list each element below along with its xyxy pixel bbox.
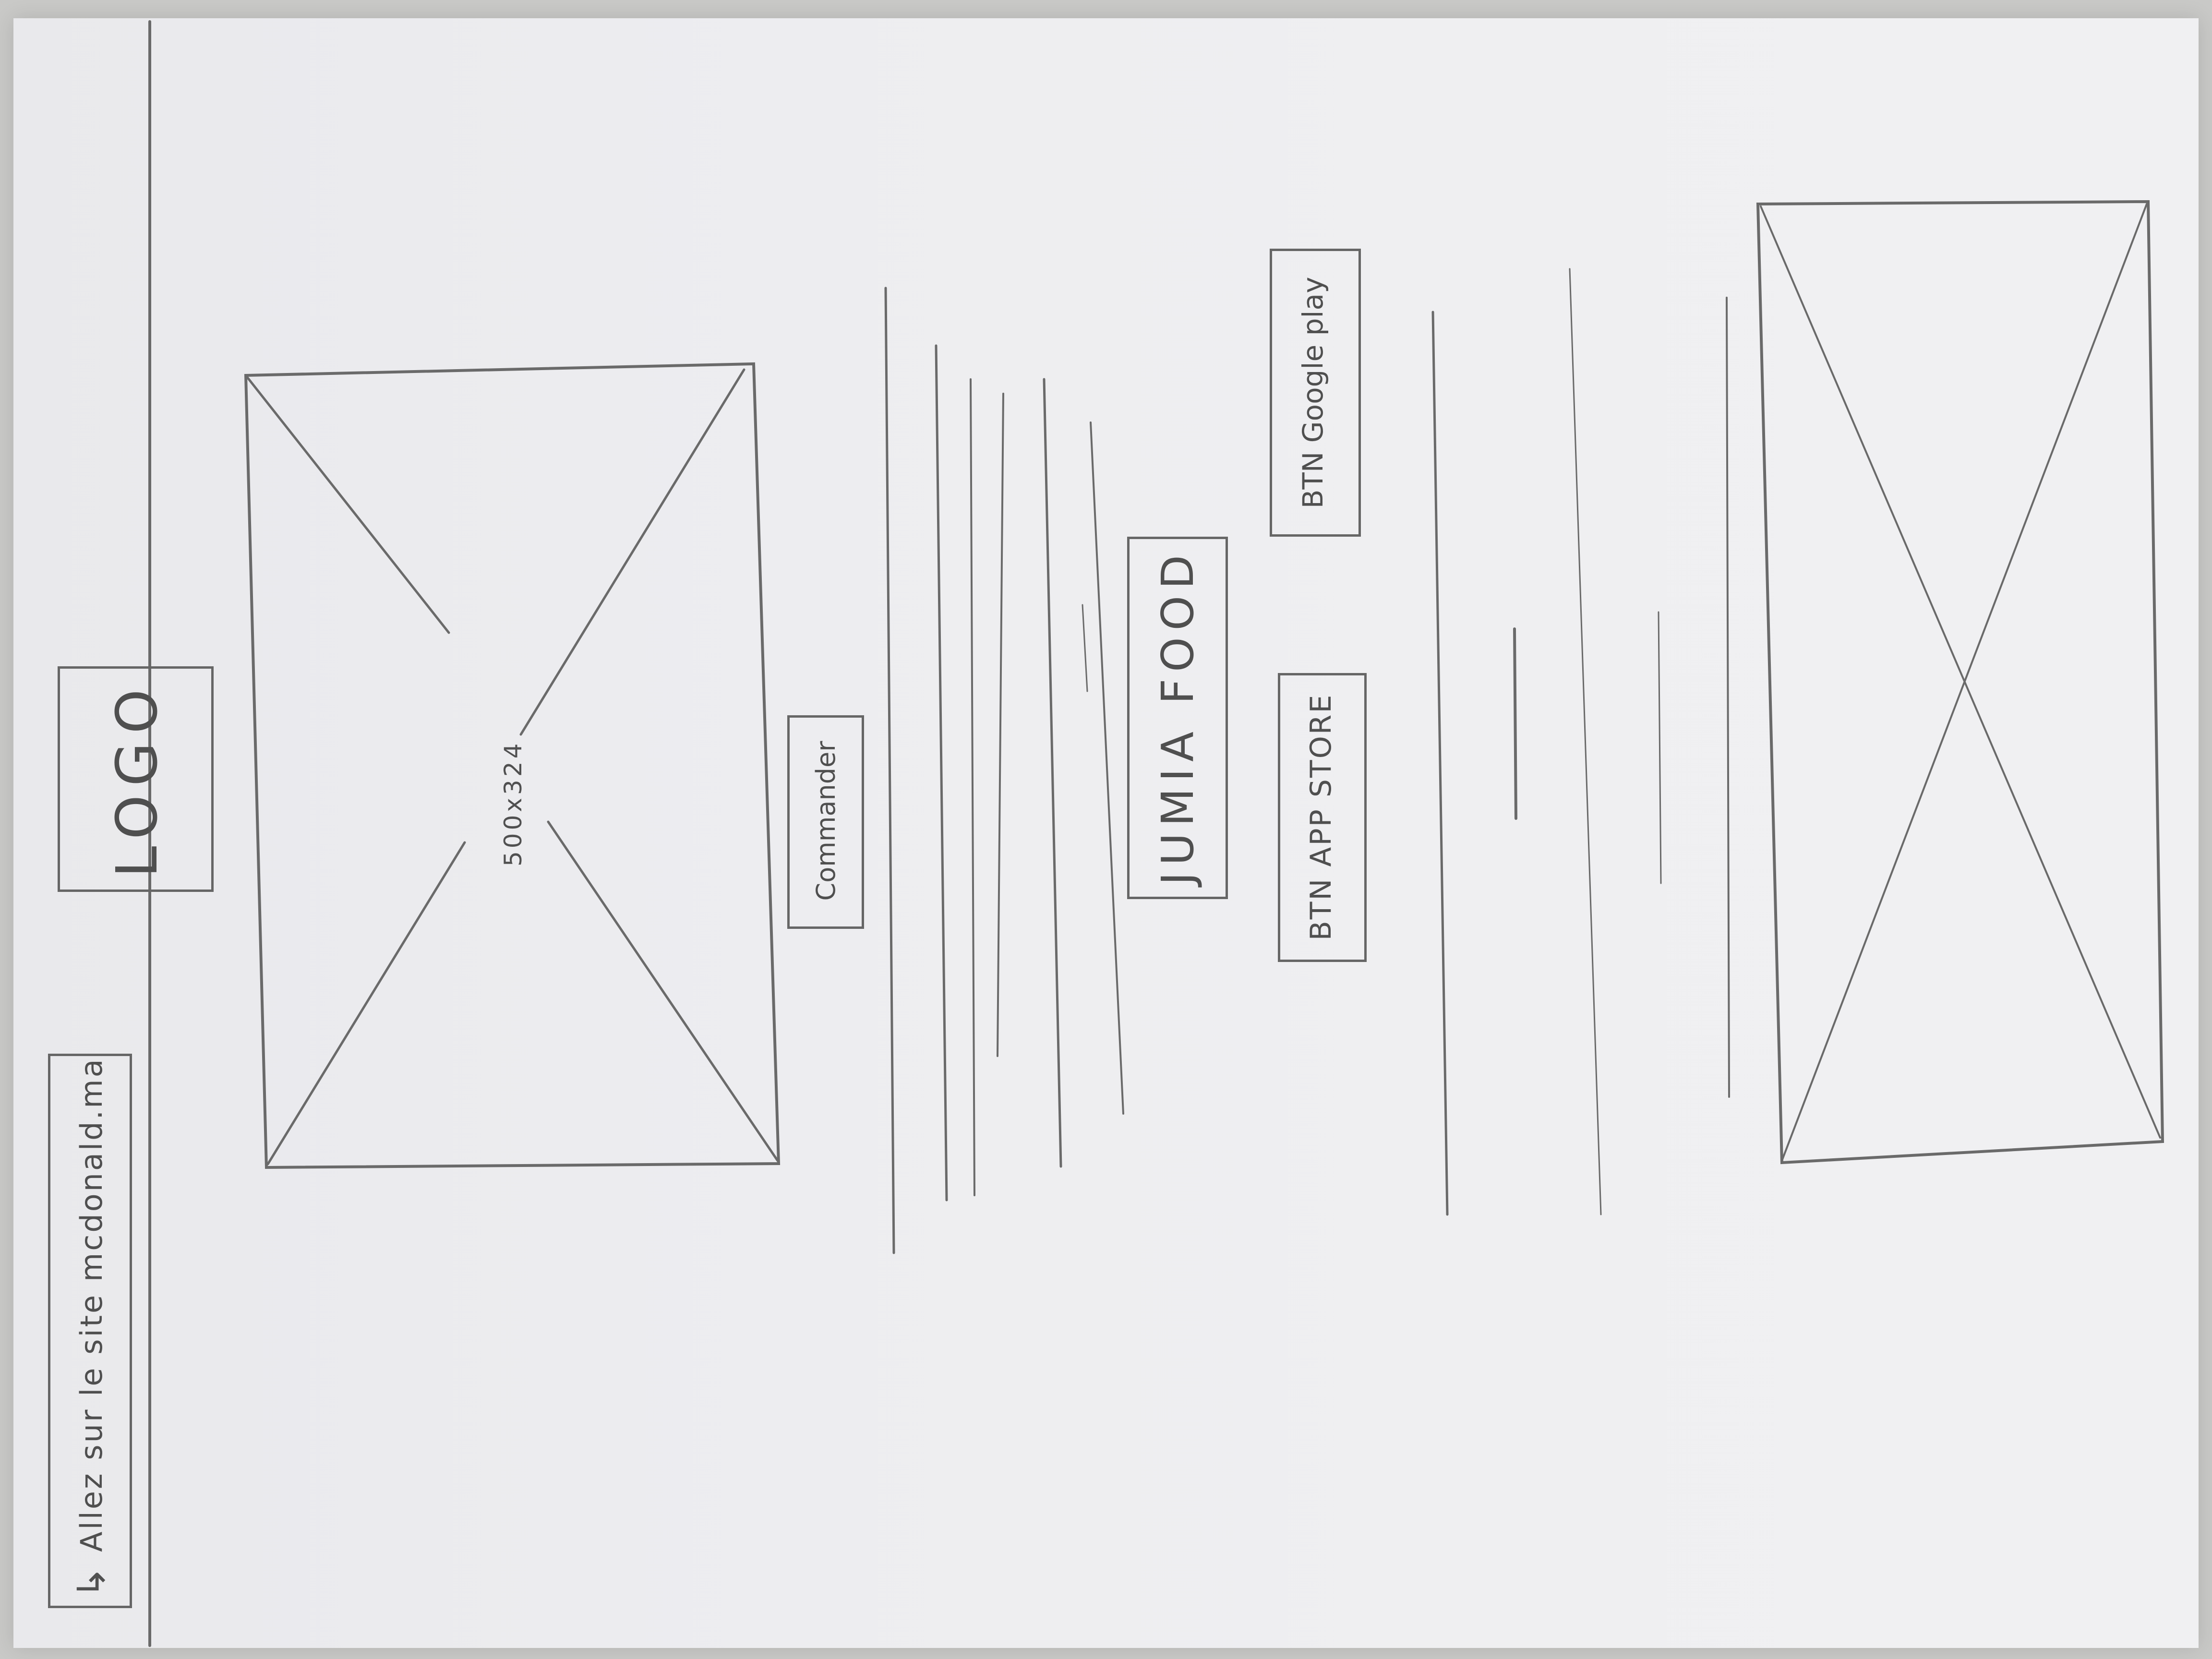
- footer-image-placeholder: [1756, 200, 2164, 1165]
- logo-text: LOGO: [104, 680, 170, 878]
- hero-image-size-label: 500x324: [499, 740, 527, 866]
- google-play-button[interactable]: BTN Google play: [1270, 249, 1361, 537]
- app-section-title: JUMIA FOOD: [1152, 548, 1203, 885]
- arrow-left-icon: ↳: [69, 1566, 114, 1599]
- app-section-title-box: JUMIA FOOD: [1127, 537, 1228, 899]
- order-button-label: Commander: [810, 741, 841, 901]
- hero-image-placeholder: [244, 362, 781, 1169]
- logo-box: LOGO: [58, 666, 214, 892]
- redirect-button-label: Allez sur le site mcdonald.ma: [73, 1057, 109, 1552]
- app-store-button-label: BTN APP STORE: [1304, 693, 1338, 941]
- app-store-button[interactable]: BTN APP STORE: [1278, 673, 1367, 962]
- paper-sheet: [13, 18, 2199, 1648]
- app-section-text-lines: [1431, 268, 1730, 1216]
- hero-text-lines: [884, 287, 1124, 1254]
- google-play-button-label: BTN Google play: [1297, 276, 1329, 509]
- redirect-site-button[interactable]: ↳ Allez sur le site mcdonald.ma: [48, 1054, 132, 1608]
- order-button[interactable]: Commander: [787, 715, 864, 929]
